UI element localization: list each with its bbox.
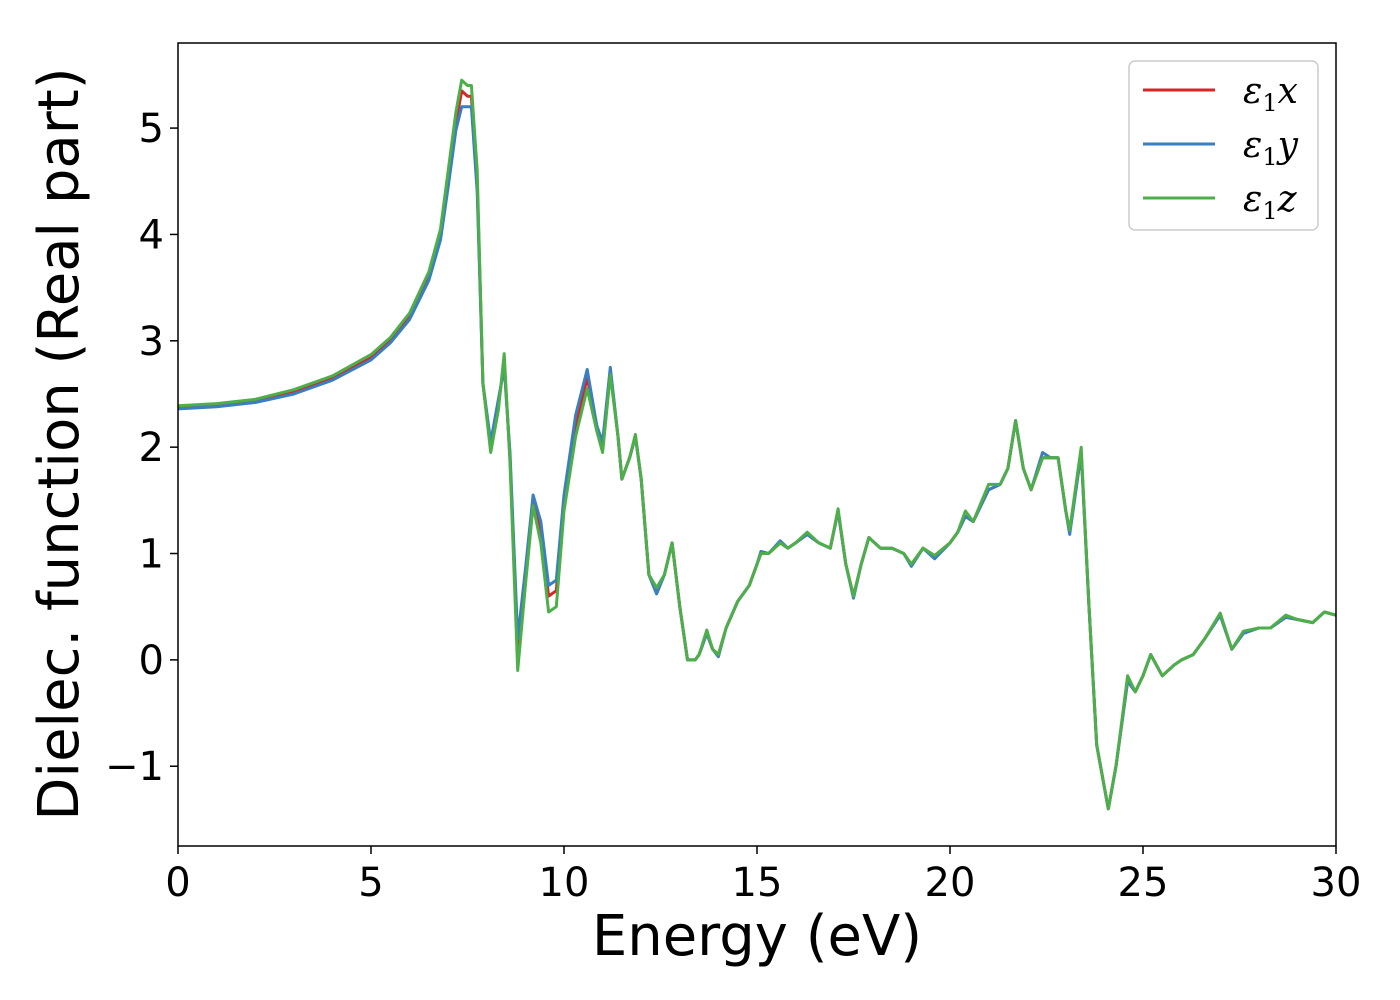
y-axis-ticks: −1 0 1 2 3 4 5: [105, 106, 178, 790]
y-tick-label: 3: [139, 319, 164, 365]
legend-label-z: ε1z: [1243, 179, 1298, 225]
legend-subscript: 1: [1262, 89, 1277, 117]
y-axis-title: Dielec. function (Real part): [27, 67, 92, 820]
y-tick-label: 5: [139, 106, 164, 152]
legend-subscript: 1: [1262, 197, 1277, 225]
legend-symbol: ε: [1243, 179, 1262, 220]
legend-box: [1128, 60, 1319, 231]
x-tick-label: 25: [1118, 860, 1169, 906]
y-tick-label: 2: [139, 425, 164, 471]
legend-series-name: z: [1277, 179, 1298, 220]
y-tick-label: 0: [139, 638, 164, 684]
x-tick-label: 20: [925, 860, 976, 906]
x-tick-label: 15: [732, 860, 783, 906]
legend-subscript: 1: [1262, 143, 1277, 171]
legend-symbol: ε: [1243, 125, 1262, 166]
y-tick-label: −1: [105, 744, 164, 790]
x-tick-label: 10: [539, 860, 590, 906]
series-layer: [178, 78, 1336, 811]
legend-series-name: x: [1278, 71, 1298, 112]
x-axis-ticks: 0 5 10 15 20 25 30: [165, 846, 1361, 906]
y-tick-label: 1: [139, 532, 164, 578]
x-tick-label: 0: [165, 860, 190, 906]
x-tick-label: 30: [1311, 860, 1362, 906]
y-tick-label: 4: [139, 212, 164, 258]
legend-series-name: y: [1276, 125, 1299, 166]
x-axis-title: Energy (eV): [592, 904, 922, 969]
series-line-z: [178, 78, 1336, 811]
legend-label-y: ε1y: [1243, 125, 1299, 171]
x-tick-label: 5: [358, 860, 383, 906]
legend-label-x: ε1x: [1243, 71, 1298, 117]
legend-symbol: ε: [1243, 71, 1262, 112]
